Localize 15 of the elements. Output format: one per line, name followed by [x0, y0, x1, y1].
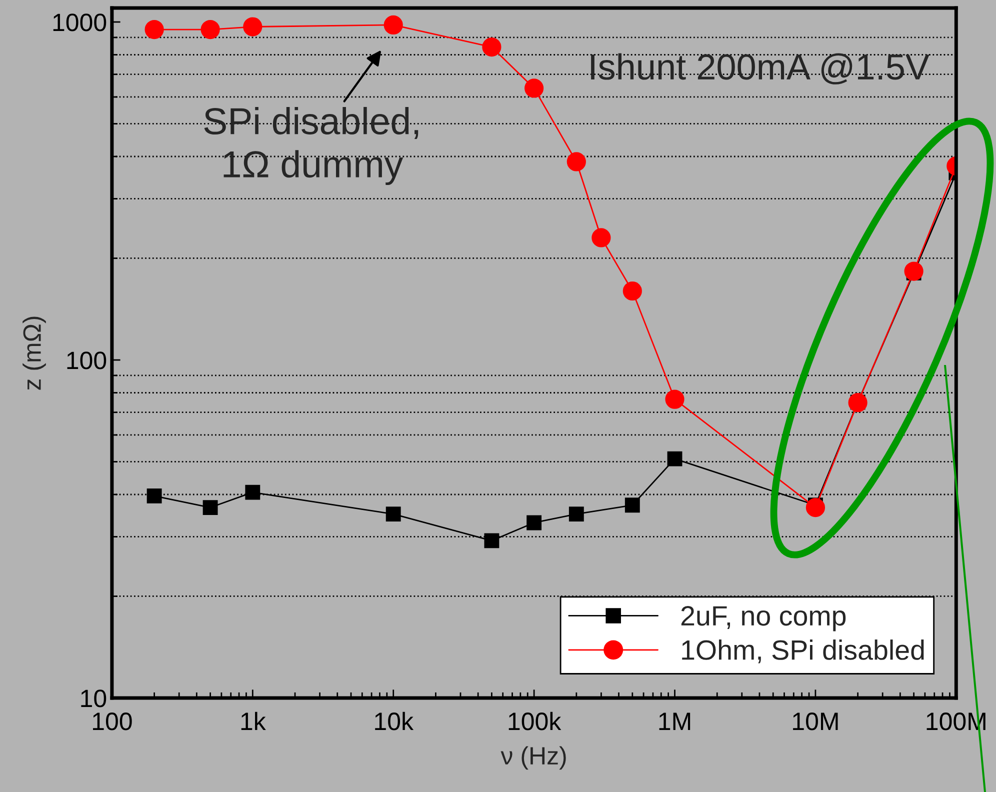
- y-tick-label: 100: [67, 352, 106, 370]
- x-tick-label: 100k: [508, 712, 562, 730]
- y-axis-title: z (mΩ): [22, 316, 46, 390]
- annotation: SPi disabled, 1Ω dummy: [204, 106, 418, 186]
- x-tick-label: 1M: [659, 712, 690, 730]
- y-tick-label: 1000: [53, 14, 106, 32]
- x-tick-label: 100: [93, 712, 132, 730]
- x-tick-label: 10M: [793, 712, 838, 730]
- x-tick-label: 1k: [241, 712, 266, 730]
- legend-label: 1Ohm, SPi disabled: [682, 640, 924, 664]
- y-tick-label: 10: [81, 690, 106, 708]
- x-axis-title: ν (Hz): [500, 746, 566, 770]
- x-tick-label: 10k: [375, 712, 414, 730]
- annotation: Ishunt 200mA @1.5V: [591, 53, 930, 84]
- legend-label: 2uF, no comp: [681, 606, 846, 632]
